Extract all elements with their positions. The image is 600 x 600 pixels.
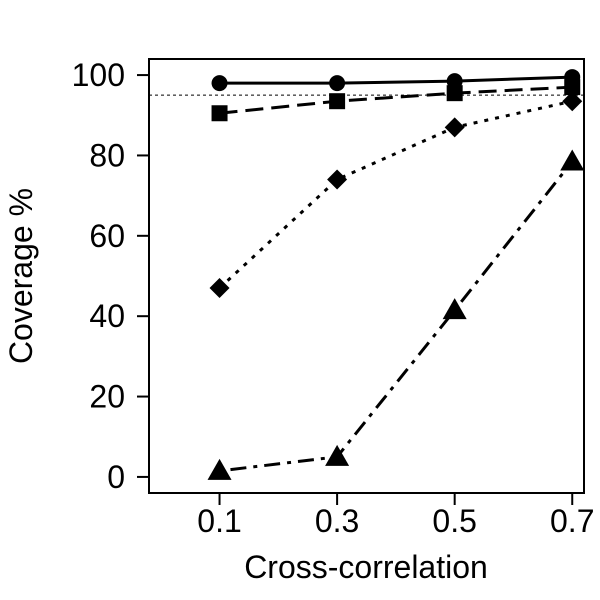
y-axis-title: Coverage % (3, 188, 39, 364)
triangle-marker (442, 298, 467, 320)
x-axis-title: Cross-correlation (244, 549, 488, 585)
series-line-diamond (218, 99, 573, 290)
y-tick-label: 40 (89, 298, 125, 334)
triangle-marker (560, 149, 585, 171)
circle-marker (446, 73, 463, 90)
series-line-square (219, 85, 573, 115)
series-line-triangle (219, 160, 574, 473)
y-tick-label: 0 (107, 459, 125, 495)
triangle-marker (207, 458, 232, 480)
square-marker (446, 85, 463, 102)
x-tick-label: 0.5 (432, 503, 476, 539)
y-tick-label: 100 (72, 57, 125, 93)
series-group (207, 69, 585, 480)
circle-marker (329, 75, 346, 92)
series-line-circle (219, 75, 573, 85)
circle-marker (211, 75, 228, 92)
diamond-marker (209, 278, 230, 299)
diamond-marker (562, 91, 583, 112)
y-tick-label: 80 (89, 137, 125, 173)
x-tick-label: 0.3 (315, 503, 359, 539)
x-tick-label: 0.7 (550, 503, 594, 539)
y-tick-label: 60 (89, 218, 125, 254)
x-tick-label: 0.1 (197, 503, 241, 539)
diamond-marker (327, 169, 348, 190)
square-marker (211, 105, 228, 122)
square-marker (564, 79, 581, 96)
y-axis: 0 20 40 60 80 100 (72, 57, 149, 495)
plot-frame (148, 58, 585, 494)
square-marker (329, 93, 346, 110)
triangle-marker (325, 444, 350, 466)
x-axis: 0.1 0.3 0.5 0.7 (197, 493, 594, 539)
y-tick-label: 20 (89, 379, 125, 415)
diamond-marker (444, 117, 465, 138)
